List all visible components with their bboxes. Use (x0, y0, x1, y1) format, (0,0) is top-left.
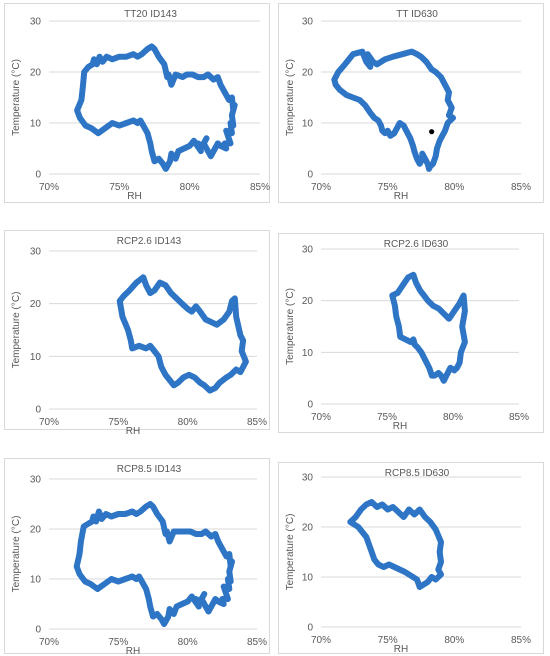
chart-svg: 0 10 20 30 70% 75% 80% 85% TT ID630 Temperature (… (285, 9, 531, 202)
x-tick-label: 80% (444, 182, 464, 193)
y-axis-label: Temperature (°C) (285, 59, 296, 136)
x-axis-label: RH (394, 191, 408, 202)
chart-svg: 0 10 20 30 70% 75% 80% 85% RCP8.5 ID143 Temperatu… (11, 464, 267, 656)
x-axis-label: RH (126, 426, 140, 437)
y-axis-label: Temperature (°C) (11, 59, 22, 136)
y-tick-label: 20 (30, 68, 42, 79)
y-tick-label: 30 (302, 245, 314, 256)
x-tick-label: 70% (311, 635, 331, 646)
y-tick-label: 10 (302, 119, 314, 130)
x-tick-label: 70% (39, 182, 59, 193)
series-line (331, 48, 456, 172)
x-tick-label: 80% (444, 635, 464, 646)
x-tick-label: 70% (39, 417, 59, 428)
x-tick-label: 75% (108, 417, 128, 428)
chart-title: RCP2.6 ID143 (117, 236, 182, 247)
y-axis-label: Temperature (°C) (285, 288, 296, 365)
x-tick-label: 80% (443, 412, 463, 423)
chart-svg: 0 10 20 30 70% 75% 80% 85% TT20 ID143 Temperature… (11, 9, 270, 202)
y-axis-label: Temperature (°C) (11, 516, 22, 593)
chart-svg: 0 10 20 30 70% 75% 80% 85% RCP2.6 ID630 Temperatu… (285, 239, 529, 432)
y-tick-label: 20 (302, 68, 314, 79)
series-line (74, 43, 238, 172)
y-tick-label: 20 (30, 525, 42, 536)
y-tick-label: 30 (302, 17, 314, 28)
x-tick-label: 85% (509, 412, 529, 423)
chart-svg: 0 10 20 30 70% 75% 80% 85% RCP2.6 ID143 Temperatu… (11, 236, 267, 437)
x-tick-label: 75% (108, 637, 128, 648)
x-axis-label: RH (393, 421, 407, 432)
series-line (73, 501, 235, 627)
series-line (116, 274, 249, 394)
y-tick-label: 0 (35, 405, 41, 416)
y-tick-label: 0 (35, 625, 41, 636)
y-tick-label: 20 (302, 523, 314, 534)
y-axis-label: Temperature (°C) (285, 514, 296, 591)
x-tick-label: 85% (247, 417, 267, 428)
x-tick-label: 70% (39, 637, 59, 648)
y-axis-label: Temperature (°C) (11, 292, 22, 369)
y-tick-label: 10 (302, 573, 314, 584)
x-tick-label: 85% (247, 637, 267, 648)
chart-svg: 0 10 20 30 70% 75% 80% 85% RCP8.5 ID630 Temperatu… (285, 468, 531, 655)
x-tick-label: 70% (311, 412, 331, 423)
y-tick-label: 10 (30, 352, 42, 363)
y-tick-label: 30 (302, 473, 314, 484)
x-tick-label: 75% (378, 635, 398, 646)
chart-panel-rcp26-id630: 0 10 20 30 70% 75% 80% 85% RCP2.6 ID630 Temperatu… (278, 233, 544, 433)
chart-panel-rcp26-id143: 0 10 20 30 70% 75% 80% 85% RCP2.6 ID143 Temperatu… (4, 230, 270, 437)
y-tick-label: 0 (307, 623, 313, 634)
data-marker-point (429, 129, 435, 135)
x-axis-label: RH (394, 644, 408, 655)
y-tick-label: 20 (302, 296, 314, 307)
x-tick-label: 75% (109, 182, 129, 193)
x-tick-label: 85% (511, 635, 531, 646)
chart-title: RCP8.5 ID143 (117, 464, 182, 475)
x-tick-label: 85% (250, 182, 270, 193)
chart-panel-tt20-id143: 0 10 20 30 70% 75% 80% 85% TT20 ID143 Temperature… (4, 3, 270, 203)
x-tick-label: 80% (180, 182, 200, 193)
x-tick-label: 80% (178, 637, 198, 648)
x-axis-label: RH (127, 191, 141, 202)
y-tick-label: 30 (30, 247, 42, 258)
chart-title: RCP2.6 ID630 (384, 239, 449, 250)
chart-panel-rcp85-id143: 0 10 20 30 70% 75% 80% 85% RCP8.5 ID143 Temperatu… (4, 458, 270, 656)
x-tick-label: 75% (378, 182, 398, 193)
y-tick-label: 10 (302, 348, 314, 359)
series-line (347, 499, 444, 590)
chart-panel-rcp85-id630: 0 10 20 30 70% 75% 80% 85% RCP8.5 ID630 Temperatu… (278, 462, 544, 655)
y-tick-label: 0 (35, 170, 41, 181)
x-tick-label: 75% (377, 412, 397, 423)
x-tick-label: 70% (311, 182, 331, 193)
y-tick-label: 0 (307, 400, 313, 411)
y-tick-label: 10 (30, 119, 42, 130)
y-tick-label: 30 (30, 17, 42, 28)
x-axis-label: RH (126, 646, 140, 656)
x-tick-label: 80% (178, 417, 198, 428)
y-tick-label: 20 (30, 299, 42, 310)
series-line (389, 271, 468, 384)
chart-title: TT20 ID143 (124, 9, 177, 20)
x-tick-label: 85% (511, 182, 531, 193)
chart-title: RCP8.5 ID630 (385, 468, 450, 479)
y-tick-label: 0 (307, 170, 313, 181)
chart-title: TT ID630 (396, 9, 438, 20)
chart-panel-tt-id630: 0 10 20 30 70% 75% 80% 85% TT ID630 Temperature (… (278, 3, 544, 203)
y-tick-label: 30 (30, 475, 42, 486)
y-tick-label: 10 (30, 575, 42, 586)
